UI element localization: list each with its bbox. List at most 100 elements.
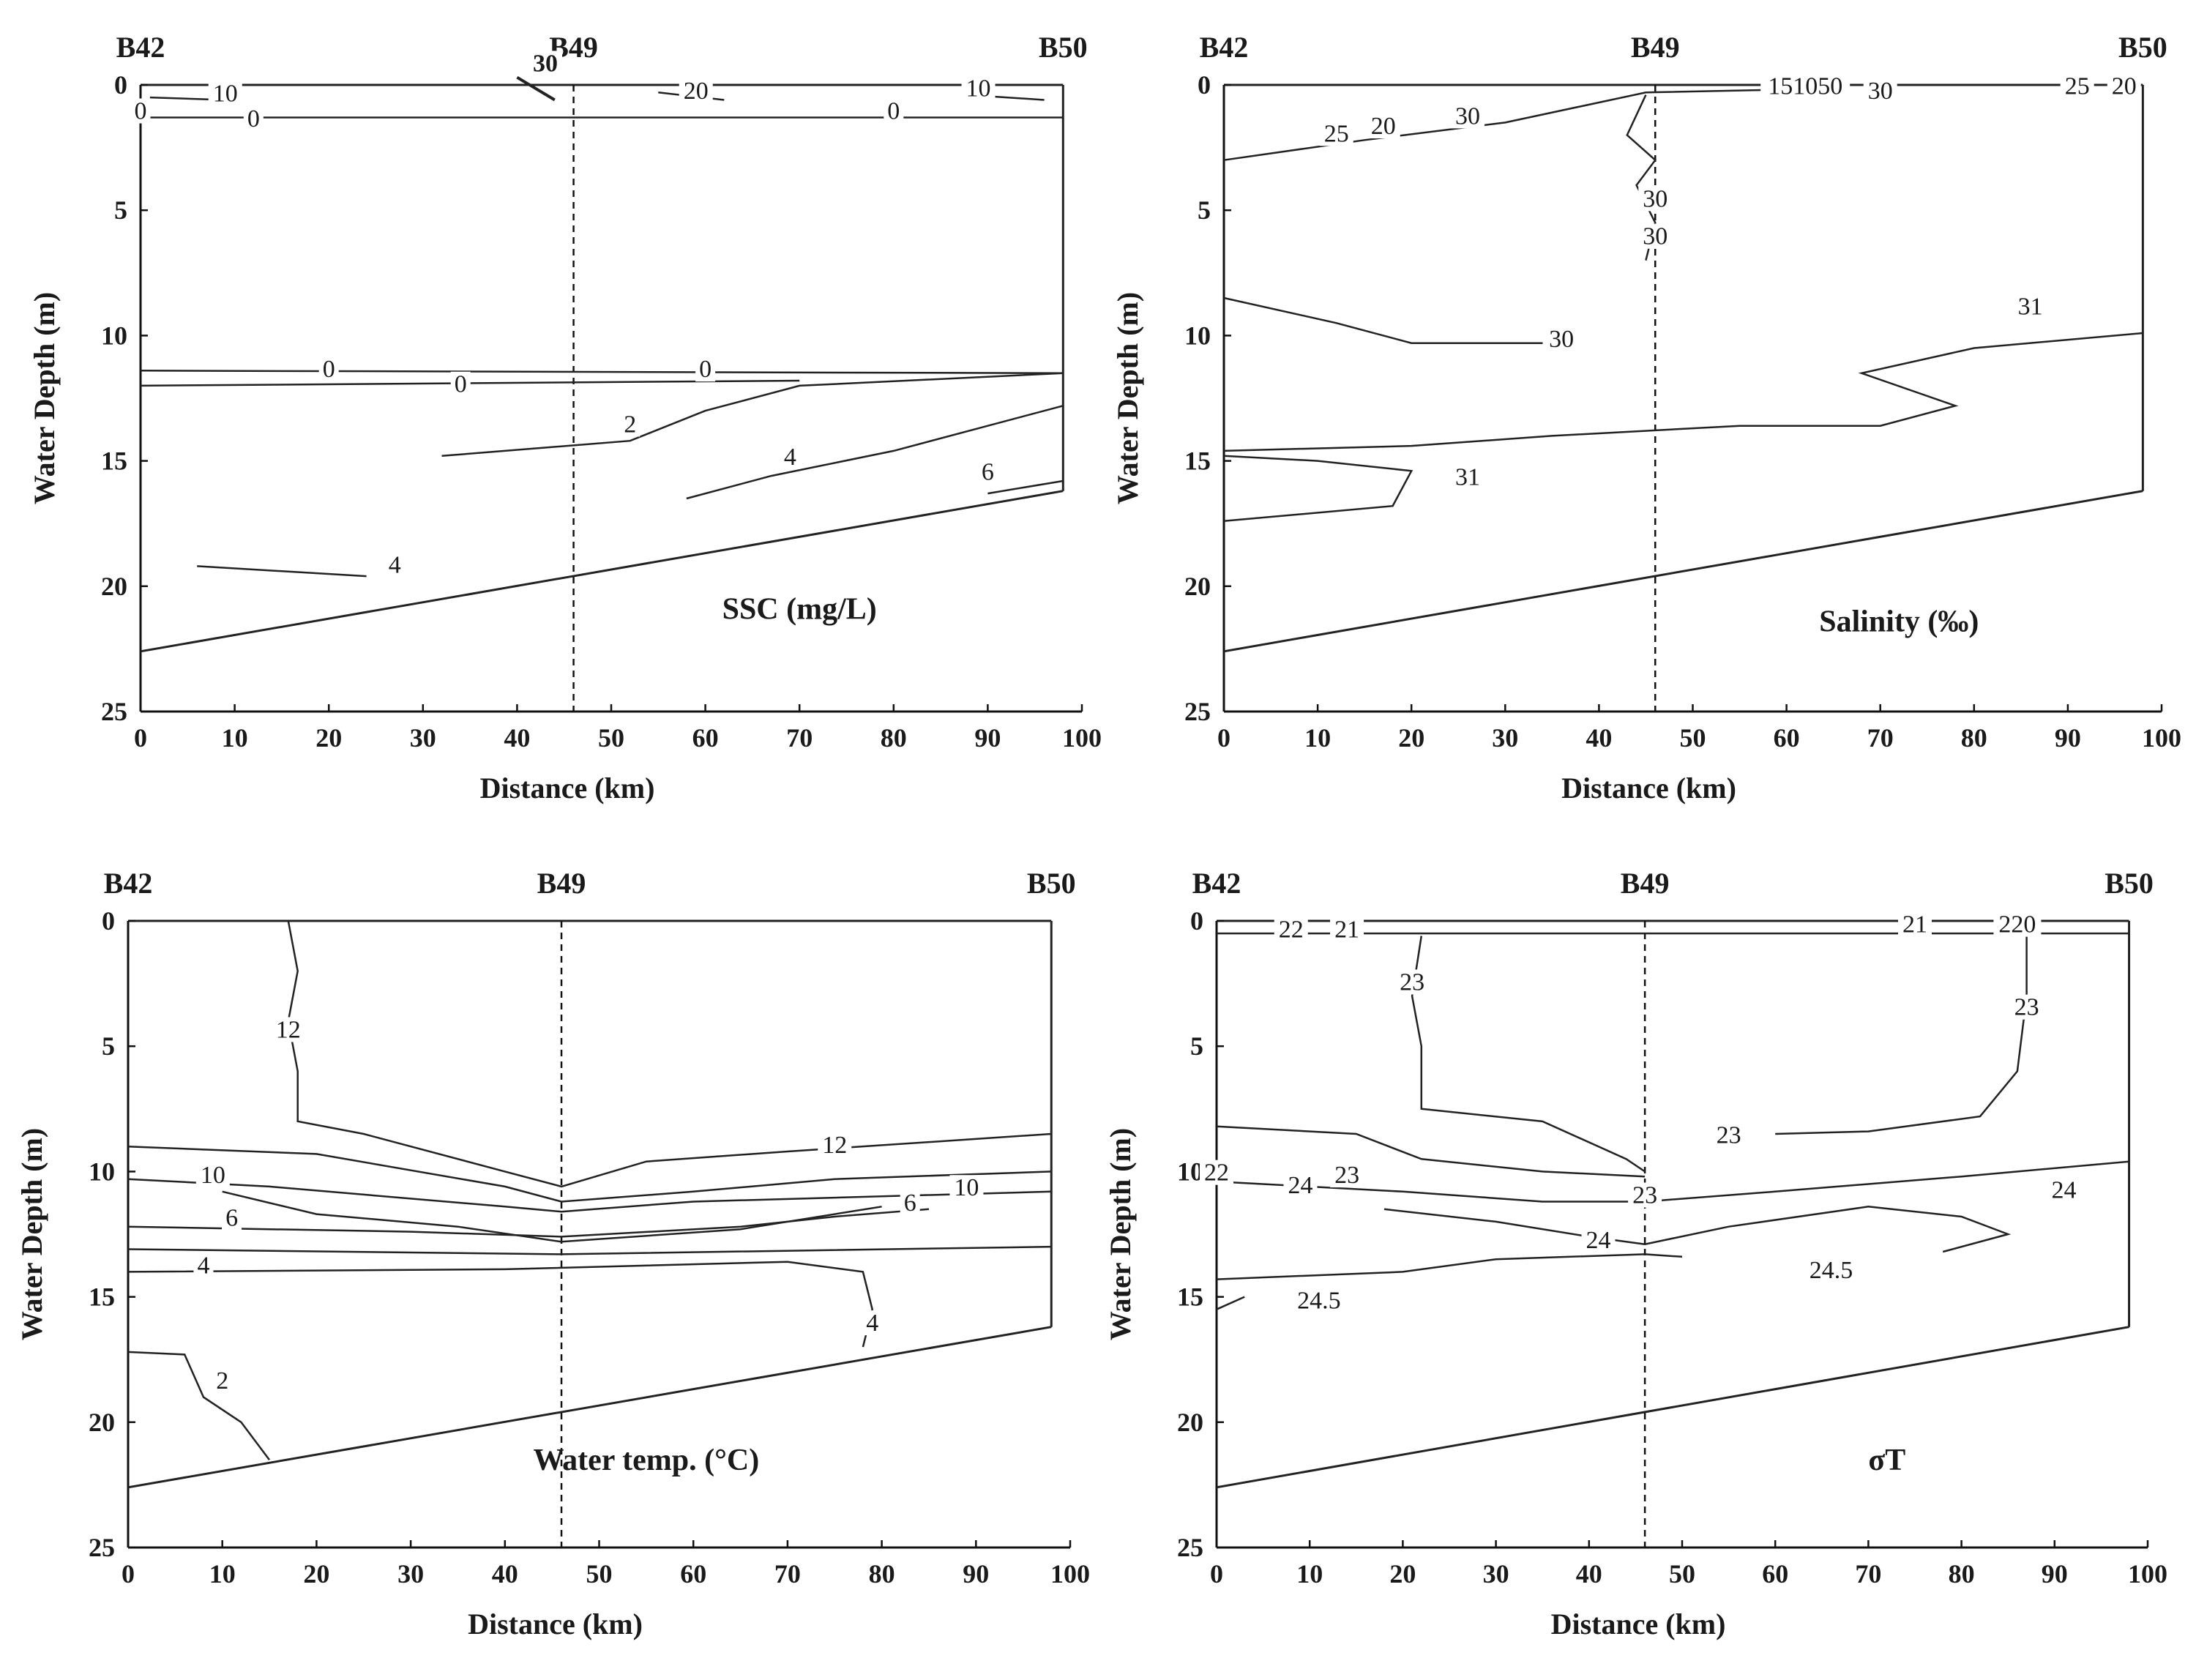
contour-label-bg xyxy=(1274,916,1308,942)
x-tick-label: 70 xyxy=(1867,723,1894,753)
contour-label-bg xyxy=(2013,294,2047,319)
x-tick-label: 100 xyxy=(1062,723,1102,753)
contour-label-bg xyxy=(2047,1177,2081,1203)
x-tick-label: 70 xyxy=(1855,1559,1881,1588)
contour-line-24 xyxy=(1383,1206,2012,1253)
contour-label-bg xyxy=(1545,326,1579,352)
x-axis-title: Distance (km) xyxy=(1551,1608,1726,1640)
contour-line-2 xyxy=(127,1351,270,1460)
contour-label-bg xyxy=(1993,911,2042,937)
x-tick-label: 90 xyxy=(974,723,1001,753)
y-axis-title: Water Depth (m) xyxy=(1104,1128,1137,1340)
contour-label: 30 xyxy=(1549,326,1574,353)
x-tick-label: 10 xyxy=(1296,1559,1323,1588)
contour-label-bg xyxy=(862,1310,883,1336)
station-label-b42: B42 xyxy=(1200,31,1249,64)
x-tick-label: 100 xyxy=(1050,1559,1090,1588)
contour-label-bg xyxy=(1330,1162,1364,1188)
contour-label-bg xyxy=(695,356,716,382)
panel-variable-label: Salinity (‰) xyxy=(1819,605,1979,638)
station-label-b50: B50 xyxy=(1039,31,1088,64)
seabed-line xyxy=(1223,490,2143,653)
contour-label-bg xyxy=(1760,73,1850,99)
contour-label: 24.5 xyxy=(1810,1257,1853,1284)
x-tick-label: 30 xyxy=(1492,723,1518,753)
contour-label: 31 xyxy=(2018,294,2043,321)
contour-label: 4 xyxy=(197,1252,209,1279)
station-label-b50: B50 xyxy=(1027,867,1076,900)
contour-label-bg xyxy=(884,98,904,124)
seabed-line xyxy=(127,1326,1052,1489)
x-tick-label: 50 xyxy=(586,1559,613,1588)
contour-label: 0 xyxy=(247,105,260,132)
x-tick-label: 80 xyxy=(881,723,907,753)
contour-label-bg xyxy=(2107,73,2141,99)
contour-label: 31 xyxy=(1455,463,1480,490)
contour-label-bg xyxy=(1288,1288,1350,1313)
contour-line-4 xyxy=(197,565,367,578)
contour-label: 22 xyxy=(1204,1160,1229,1187)
x-tick-label: 40 xyxy=(492,1559,518,1588)
contour-label: 20 xyxy=(1371,113,1396,140)
x-tick-label: 30 xyxy=(1483,1559,1509,1588)
contour-label: 12 xyxy=(822,1132,847,1159)
contour-label-bg xyxy=(1451,464,1485,490)
contour-label: 220 xyxy=(1998,911,2036,938)
contour-label-bg xyxy=(1638,223,1673,249)
contour-label-bg xyxy=(384,552,405,578)
contour-label-bg xyxy=(450,371,471,397)
y-axis-title: Water Depth (m) xyxy=(28,292,61,504)
x-tick-label: 80 xyxy=(869,1559,895,1588)
y-tick-label: 0 xyxy=(102,906,115,936)
contour-line-31 xyxy=(1223,455,1413,523)
contour-label: 23 xyxy=(1717,1121,1741,1149)
x-tick-label: 0 xyxy=(134,723,147,753)
contour-label: 2 xyxy=(216,1367,228,1395)
contour-label: 6 xyxy=(904,1190,916,1217)
contour-label-bg xyxy=(1395,969,1430,995)
contour-line-4 xyxy=(127,1261,873,1348)
contour-label: 4 xyxy=(784,444,796,471)
x-tick-label: 0 xyxy=(122,1559,135,1588)
contour-label-bg xyxy=(1800,1258,1862,1283)
y-tick-label: 5 xyxy=(1190,1031,1203,1061)
contour-label-bg xyxy=(130,98,151,124)
contour-label: 4 xyxy=(389,551,401,578)
contour-label: 21 xyxy=(1902,911,1927,938)
contour-line-10 xyxy=(127,1145,1052,1203)
x-tick-label: 40 xyxy=(1576,1559,1602,1588)
contour-label: 23 xyxy=(1400,968,1424,996)
contour-label-bg xyxy=(318,356,339,382)
y-tick-label: 5 xyxy=(1198,195,1211,225)
contour-label: 6 xyxy=(982,459,994,486)
contour-line-30 xyxy=(516,75,556,102)
x-tick-label: 0 xyxy=(1210,1559,1223,1588)
contour-line-31 xyxy=(1223,332,2143,452)
contour-label-bg xyxy=(1898,911,1932,937)
station-label-b50: B50 xyxy=(2104,867,2154,900)
contour-line-0 xyxy=(140,370,1064,375)
x-tick-label: 20 xyxy=(1389,1559,1416,1588)
y-tick-label: 15 xyxy=(1184,447,1211,476)
contour-label: 10 xyxy=(201,1162,225,1189)
contour-label-bg xyxy=(2009,994,2044,1020)
seabed-line xyxy=(140,490,1064,653)
chart-panel-ssc: 0 10 20 30 40 50 60 70 80 90 1000510152025Distance… xyxy=(28,31,1102,804)
contour-label: 10 xyxy=(213,81,238,108)
y-tick-label: 10 xyxy=(89,1157,115,1186)
contour-line-2 xyxy=(441,372,1064,458)
y-tick-label: 20 xyxy=(101,572,127,601)
contour-label-bg xyxy=(212,1367,233,1393)
contour-label-bg xyxy=(1200,1160,1233,1185)
y-tick-label: 0 xyxy=(1190,906,1203,936)
contour-line-6 xyxy=(222,1190,882,1243)
contour-label-bg xyxy=(1628,1182,1662,1208)
x-tick-label: 10 xyxy=(1304,723,1331,753)
station-label-b42: B42 xyxy=(116,31,165,64)
contour-line-10 xyxy=(127,1178,1052,1213)
contour-label-bg xyxy=(1581,1228,1616,1253)
contour-label-bg xyxy=(780,444,800,470)
y-tick-label: 10 xyxy=(101,321,127,350)
x-tick-label: 60 xyxy=(680,1559,706,1588)
